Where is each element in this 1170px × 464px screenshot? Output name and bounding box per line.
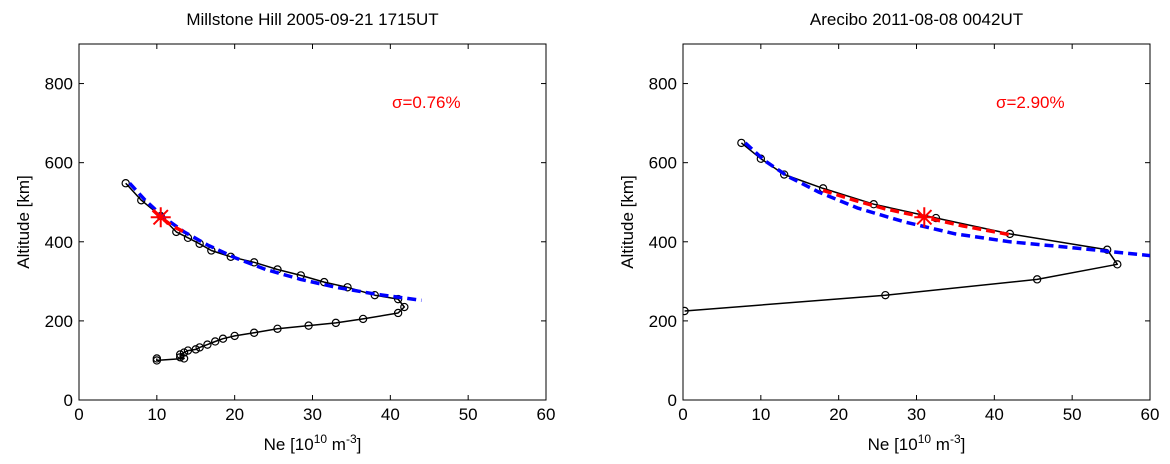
measured-point <box>370 290 379 300</box>
y-axis-label: Altitude [km] <box>14 175 33 269</box>
measured-point <box>737 138 746 148</box>
x-tick-label: 0 <box>678 405 687 424</box>
x-tick-label: 50 <box>459 405 478 424</box>
x-tick-label: 20 <box>829 405 848 424</box>
measured-point <box>779 170 789 179</box>
chart-title: Arecibo 2011-08-08 0042UT <box>810 10 1023 29</box>
peak-marker <box>914 207 935 228</box>
x-tick-label: 60 <box>537 405 556 424</box>
measured-point <box>203 340 212 349</box>
y-tick-label: 200 <box>45 312 73 331</box>
chart-title: Millstone Hill 2005-09-21 1715UT <box>186 10 438 29</box>
measured-point <box>683 306 689 316</box>
x-tick-label: 30 <box>303 405 322 424</box>
peak-marker-stroke <box>152 209 169 226</box>
local-fit-line <box>822 188 1011 237</box>
y-tick-label: 400 <box>649 233 677 252</box>
measured-point <box>195 343 204 352</box>
sigma-annotation: σ=0.76% <box>392 93 461 112</box>
y-axis-label: Altitude [km] <box>618 175 637 269</box>
x-tick-label: 10 <box>147 405 166 424</box>
data-layer <box>683 138 1150 316</box>
peak-marker-stroke <box>916 209 933 226</box>
topside-fit-line <box>744 141 1150 258</box>
y-tick-label: 0 <box>668 391 677 410</box>
measured-point <box>191 345 200 354</box>
x-tick-label: 60 <box>1141 405 1160 424</box>
measured-point <box>211 337 220 346</box>
plot-frame <box>682 43 1151 401</box>
measured-point <box>121 179 130 188</box>
measured-point <box>218 334 228 343</box>
measured-point <box>273 324 282 333</box>
y-tick-label: 800 <box>649 75 677 94</box>
x-axis-label: Ne [1010 m-3] <box>868 432 966 454</box>
x-axis-label: Ne [1010 m-3] <box>264 432 362 454</box>
y-tick-label: 200 <box>649 312 677 331</box>
measured-point <box>881 290 890 300</box>
measured-point <box>179 354 189 363</box>
measured-point <box>175 353 185 362</box>
measured-point <box>249 328 259 337</box>
measured-point <box>358 314 368 324</box>
measured-point <box>331 318 341 328</box>
y-tick-label: 600 <box>45 154 73 173</box>
peak-marker <box>150 207 171 228</box>
x-tick-label: 0 <box>74 405 83 424</box>
x-tick-label: 40 <box>985 405 1004 424</box>
plot-frame <box>78 43 547 401</box>
y-tick-label: 600 <box>649 154 677 173</box>
measured-line <box>125 182 406 362</box>
measured-point <box>1113 260 1122 269</box>
y-tick-label: 0 <box>64 391 73 410</box>
measured-point <box>304 321 313 330</box>
measured-point <box>400 302 409 312</box>
measured-point <box>152 354 162 363</box>
sigma-annotation: σ=2.90% <box>996 93 1065 112</box>
measured-point <box>183 346 193 355</box>
measured-point <box>393 308 403 318</box>
x-tick-label: 20 <box>225 405 244 424</box>
measured-point <box>230 331 239 341</box>
topside-fit-line <box>128 182 422 303</box>
measured-line <box>684 142 1119 312</box>
x-tick-label: 10 <box>751 405 770 424</box>
measured-point <box>1032 275 1042 284</box>
y-tick-label: 800 <box>45 75 73 94</box>
x-tick-label: 40 <box>381 405 400 424</box>
data-layer <box>121 179 422 365</box>
y-tick-label: 400 <box>45 233 73 252</box>
x-tick-label: 50 <box>1063 405 1082 424</box>
x-tick-label: 30 <box>907 405 926 424</box>
